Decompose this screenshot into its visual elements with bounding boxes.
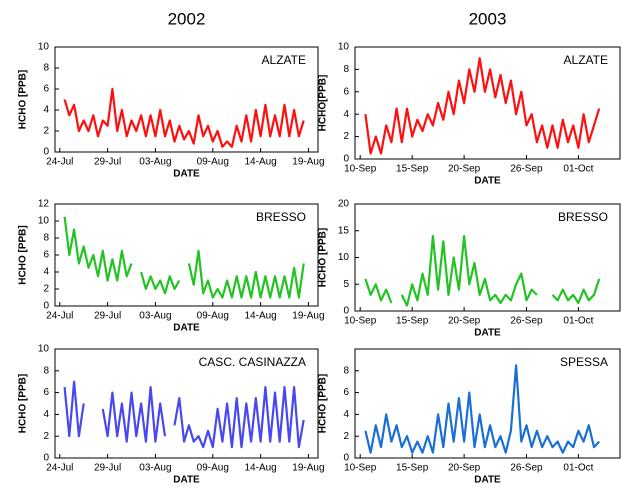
y-tick-label: 2: [343, 131, 349, 142]
x-tick-label: 14-Aug: [244, 311, 276, 322]
y-tick-label: 6: [43, 387, 49, 398]
y-tick-label: 8: [43, 233, 49, 244]
x-tick-label: 14-Aug: [244, 463, 276, 474]
x-tick-label: 03-Aug: [139, 463, 171, 474]
y-tick-label: 0: [343, 154, 349, 165]
x-tick-label: 15-Sep: [396, 164, 429, 175]
y-tick-label: 20: [338, 199, 350, 210]
x-tick-label: 10-Sep: [344, 164, 377, 175]
x-tick-label: 15-Sep: [396, 463, 429, 474]
x-axis-label: DATE: [173, 169, 200, 180]
y-tick-label: 8: [43, 63, 49, 74]
data-line: [364, 57, 601, 155]
plot-frame: [54, 348, 319, 459]
y-tick-label: 10: [338, 252, 350, 263]
column-title: 2002: [168, 9, 206, 28]
station-label: ALZATE: [564, 53, 608, 67]
y-tick-label: 4: [43, 409, 49, 420]
x-tick-label: 24-Jul: [46, 157, 73, 168]
y-axis-label: HCHO [PPB]: [318, 374, 329, 433]
x-tick-label: 14-Aug: [244, 157, 276, 168]
x-tick-label: 19-Aug: [292, 311, 324, 322]
station-label: BRESSO: [558, 210, 608, 224]
y-tick-label: 10: [338, 42, 350, 53]
x-tick-label: 10-Sep: [344, 463, 377, 474]
x-tick-label: 20-Sep: [448, 463, 481, 474]
y-tick-label: 6: [43, 250, 49, 261]
y-tick-label: 5: [343, 279, 349, 290]
y-tick-label: 4: [43, 267, 49, 278]
y-axis-label: HCHO[PPB]: [318, 75, 329, 132]
x-tick-label: 20-Sep: [448, 164, 481, 175]
x-tick-label: 01-Oct: [563, 316, 593, 327]
station-label: SPESSA: [560, 355, 608, 369]
data-line: [364, 235, 601, 307]
x-tick-label: 26-Sep: [510, 164, 543, 175]
y-axis-label: HCHO [PPB]: [18, 225, 29, 284]
y-tick-label: 4: [343, 409, 349, 420]
x-tick-label: 24-Jul: [46, 463, 73, 474]
x-tick-label: 19-Aug: [292, 157, 324, 168]
y-tick-label: 15: [338, 225, 350, 236]
data-line: [63, 216, 305, 299]
y-tick-label: 0: [43, 453, 49, 464]
x-tick-label: 03-Aug: [139, 157, 171, 168]
y-axis-label: HCHO [PPB]: [18, 374, 29, 433]
x-tick-label: 03-Aug: [139, 311, 171, 322]
y-tick-label: 8: [43, 365, 49, 376]
data-line: [364, 364, 600, 454]
y-tick-label: 0: [343, 453, 349, 464]
x-tick-label: 01-Oct: [563, 164, 593, 175]
x-tick-label: 01-Oct: [563, 463, 593, 474]
data-line: [63, 380, 305, 449]
station-label: BRESSO: [256, 210, 306, 224]
y-tick-label: 2: [43, 284, 49, 295]
y-tick-label: 2: [343, 431, 349, 442]
x-axis-label: DATE: [173, 323, 200, 334]
x-tick-label: 09-Aug: [197, 463, 229, 474]
column-title: 2003: [469, 9, 507, 28]
plot-frame: [54, 46, 319, 153]
station-label: CASC. CASINAZZA: [199, 355, 306, 369]
y-axis-label: HCHO [PPB]: [18, 70, 29, 129]
x-tick-label: 26-Sep: [510, 316, 543, 327]
y-tick-label: 6: [343, 387, 349, 398]
x-axis-label: DATE: [474, 328, 501, 339]
y-tick-label: 10: [38, 344, 50, 355]
data-line: [63, 87, 305, 148]
x-tick-label: 09-Aug: [197, 311, 229, 322]
station-label: ALZATE: [262, 53, 306, 67]
y-tick-label: 8: [343, 365, 349, 376]
y-tick-label: 4: [343, 109, 349, 120]
y-tick-label: 0: [343, 306, 349, 317]
plot-frame: [354, 348, 621, 459]
x-axis-label: DATE: [474, 475, 501, 486]
x-tick-label: 26-Sep: [510, 463, 543, 474]
x-tick-label: 09-Aug: [197, 157, 229, 168]
x-axis-label: DATE: [474, 176, 501, 187]
y-tick-label: 8: [343, 64, 349, 75]
plot-frame: [354, 46, 621, 160]
y-tick-label: 2: [43, 126, 49, 137]
y-tick-label: 6: [343, 86, 349, 97]
y-tick-label: 12: [38, 199, 50, 210]
y-tick-label: 10: [38, 42, 50, 53]
x-tick-label: 10-Sep: [344, 316, 377, 327]
y-tick-label: 10: [38, 216, 50, 227]
x-tick-label: 19-Aug: [292, 463, 324, 474]
x-tick-label: 29-Jul: [94, 311, 121, 322]
y-tick-label: 6: [43, 84, 49, 95]
x-axis-label: DATE: [173, 475, 200, 486]
y-tick-label: 0: [43, 301, 49, 312]
x-tick-label: 29-Jul: [94, 157, 121, 168]
x-tick-label: 20-Sep: [448, 316, 481, 327]
x-tick-label: 29-Jul: [94, 463, 121, 474]
x-tick-label: 24-Jul: [46, 311, 73, 322]
x-tick-label: 15-Sep: [396, 316, 429, 327]
y-tick-label: 2: [43, 431, 49, 442]
y-axis-label: HCHO [PPB]: [318, 228, 329, 287]
y-tick-label: 0: [43, 147, 49, 158]
y-tick-label: 4: [43, 105, 49, 116]
